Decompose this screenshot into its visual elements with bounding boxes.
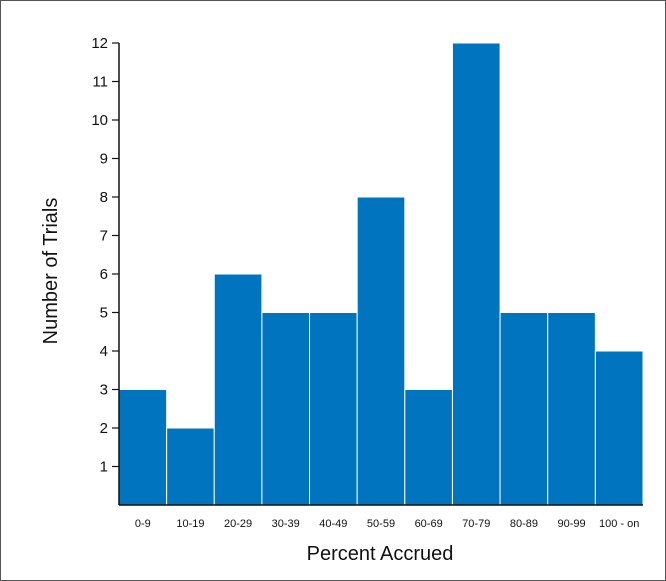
y-tick-label-0: 1 bbox=[100, 459, 108, 476]
bars-group bbox=[118, 42, 644, 506]
bar-4 bbox=[309, 312, 358, 506]
y-tick-label-5: 6 bbox=[100, 266, 108, 283]
y-tick-label-10: 11 bbox=[92, 74, 108, 91]
y-tick-label-9: 10 bbox=[91, 112, 108, 129]
x-tick-label-7: 70-79 bbox=[462, 518, 490, 530]
x-tick-label-1: 10-19 bbox=[176, 518, 204, 530]
bar-9 bbox=[547, 312, 596, 506]
x-tick-label-8: 80-89 bbox=[510, 518, 538, 530]
y-tick-label-1: 2 bbox=[100, 420, 108, 437]
y-tick-label-11: 12 bbox=[91, 35, 108, 52]
x-tick-label-0: 0-9 bbox=[135, 518, 151, 530]
x-tick-label-4: 40-49 bbox=[319, 518, 347, 530]
x-tick-label-2: 20-29 bbox=[224, 518, 252, 530]
x-tick-label-6: 60-69 bbox=[415, 518, 443, 530]
x-labels-group: 0-9 10-19 20-29 30-39 40-49 50-59 60-69 70-79 80… bbox=[135, 518, 640, 530]
x-tick-label-3: 30-39 bbox=[272, 518, 300, 530]
bar-10 bbox=[594, 350, 644, 506]
y-tick-label-4: 5 bbox=[100, 305, 108, 322]
y-tick-label-6: 7 bbox=[100, 228, 108, 245]
x-tick-label-5: 50-59 bbox=[367, 518, 395, 530]
bar-6 bbox=[404, 389, 453, 506]
y-axis-title: Number of Trials bbox=[40, 198, 62, 345]
x-tick-label-9: 90-99 bbox=[557, 518, 585, 530]
y-tick-label-3: 4 bbox=[100, 343, 108, 360]
bar-2 bbox=[213, 273, 263, 506]
x-axis-title: Percent Accrued bbox=[307, 543, 454, 565]
bar-7 bbox=[451, 42, 501, 506]
x-tick-label-10: 100 - on bbox=[599, 518, 639, 530]
y-tick-label-2: 3 bbox=[100, 382, 108, 399]
bar-3 bbox=[261, 312, 311, 506]
bar-0 bbox=[118, 389, 168, 506]
bar-5 bbox=[356, 196, 406, 506]
bar-8 bbox=[499, 312, 549, 506]
bar-1 bbox=[166, 427, 215, 506]
y-tick-label-8: 9 bbox=[100, 151, 108, 168]
y-tick-label-7: 8 bbox=[100, 189, 108, 206]
